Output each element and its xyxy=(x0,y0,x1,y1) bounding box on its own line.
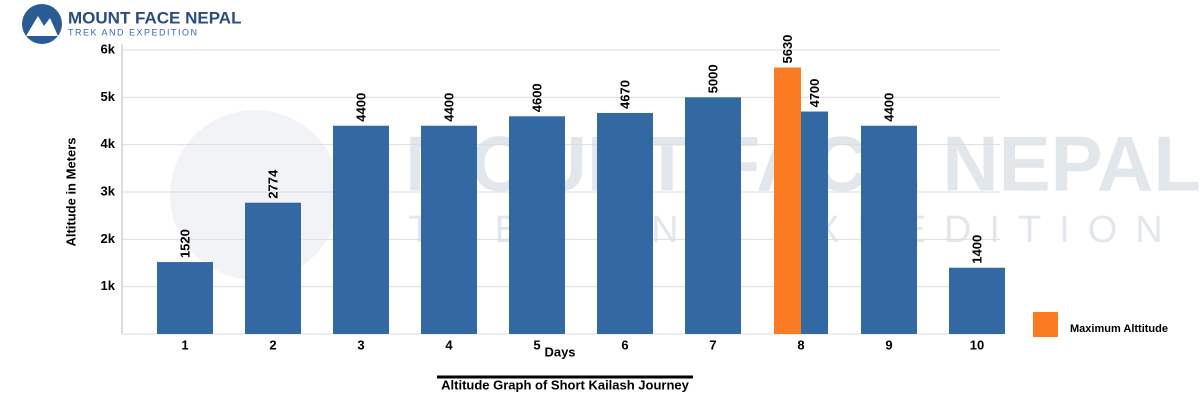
value-label: 1520 xyxy=(177,229,192,258)
x-tick-label: 4 xyxy=(445,337,453,352)
value-label: 4600 xyxy=(529,83,544,112)
value-label: 4400 xyxy=(881,93,896,122)
x-tick-label: 7 xyxy=(709,337,716,352)
legend-label: Maximum Alttitude xyxy=(1070,323,1168,335)
y-tick-label: 4k xyxy=(101,136,116,151)
value-label: 2774 xyxy=(265,169,280,199)
bar xyxy=(774,67,801,334)
x-tick-label: 8 xyxy=(797,337,804,352)
bar xyxy=(801,111,828,335)
value-label: 1400 xyxy=(969,235,984,264)
value-label: 5000 xyxy=(705,64,720,93)
bar xyxy=(245,202,301,334)
x-tick-label: 9 xyxy=(885,337,892,352)
legend-swatch xyxy=(1033,312,1058,337)
x-tick-label: 10 xyxy=(970,337,984,352)
bar xyxy=(685,97,741,334)
y-tick-label: 1k xyxy=(101,278,116,293)
bar xyxy=(597,112,653,334)
y-tick-label: 2k xyxy=(101,231,116,246)
y-tick-label: 5k xyxy=(101,89,116,104)
y-tick-label: 3k xyxy=(101,183,116,198)
bar xyxy=(509,116,565,335)
value-label: 5630 xyxy=(780,35,795,64)
x-axis-label: Days xyxy=(544,344,575,359)
bar xyxy=(421,125,477,334)
value-label: 4400 xyxy=(353,93,368,122)
y-axis-label: Altitude in Meters xyxy=(63,137,78,246)
bar xyxy=(157,262,213,334)
logo-name: MOUNT FACE NEPAL xyxy=(68,8,241,27)
y-tick-label: 6k xyxy=(101,41,116,56)
x-tick-label: 3 xyxy=(357,337,364,352)
x-tick-label: 1 xyxy=(181,337,188,352)
value-label: 4700 xyxy=(807,79,822,108)
chart-title: Altitude Graph of Short Kailash Journey xyxy=(441,377,690,392)
value-label: 4670 xyxy=(617,80,632,109)
value-label: 4400 xyxy=(441,93,456,122)
x-tick-label: 2 xyxy=(269,337,276,352)
x-tick-label: 6 xyxy=(621,337,628,352)
bar xyxy=(861,125,917,334)
bar xyxy=(333,125,389,334)
logo: MOUNT FACE NEPAL TREK AND EXPEDITION xyxy=(22,4,241,44)
bar xyxy=(949,267,1005,334)
logo-tagline: TREK AND EXPEDITION xyxy=(68,27,199,37)
x-tick-label: 5 xyxy=(533,337,540,352)
logo-mountain xyxy=(26,16,58,36)
